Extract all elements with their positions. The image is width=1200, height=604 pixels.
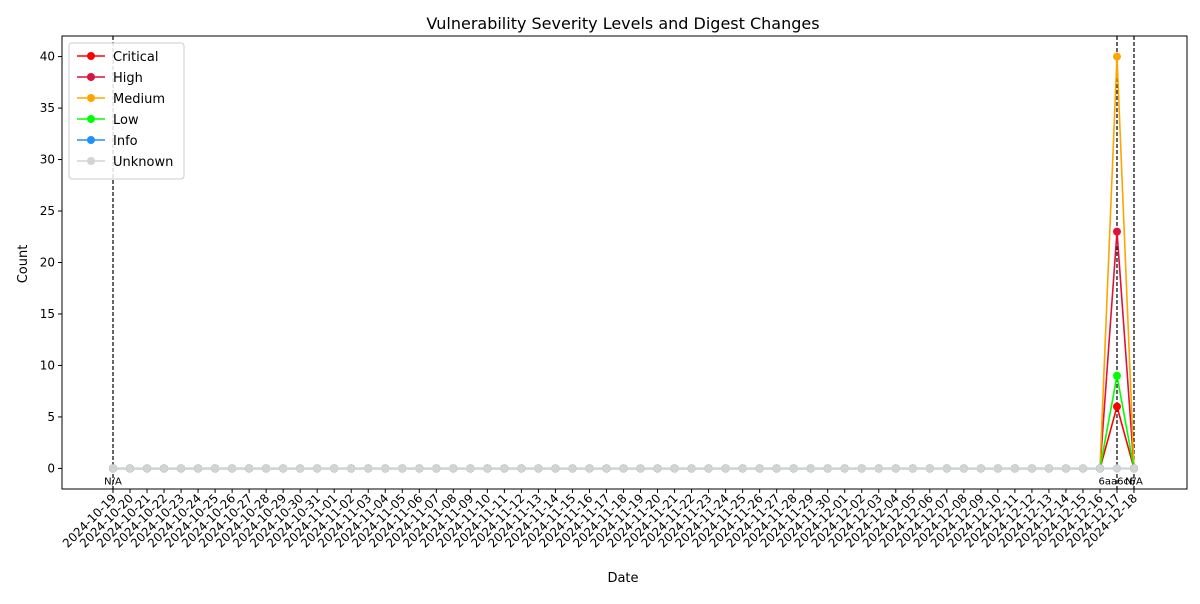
data-point-unknown [908, 464, 917, 473]
plot-area: 05101520253035402024-10-192024-10-202024… [40, 36, 1143, 550]
data-point-unknown [1095, 464, 1104, 473]
y-tick-label: 5 [47, 410, 55, 424]
data-point-unknown [313, 464, 322, 473]
data-point-unknown [891, 464, 900, 473]
y-tick-label: 15 [40, 307, 55, 321]
data-point-unknown [789, 464, 798, 473]
legend-label: Unknown [113, 155, 173, 170]
data-point-unknown [1078, 464, 1087, 473]
y-tick-label: 35 [40, 101, 55, 115]
y-tick-label: 20 [40, 256, 55, 270]
data-point-unknown [483, 464, 492, 473]
data-point-unknown [721, 464, 730, 473]
legend-marker [87, 157, 95, 165]
data-point-unknown [245, 464, 254, 473]
data-point-unknown [228, 464, 237, 473]
y-axis-label: Count [16, 245, 31, 284]
data-point-unknown [347, 464, 356, 473]
data-point-unknown [687, 464, 696, 473]
data-point-unknown [1130, 464, 1138, 473]
data-point-unknown [925, 464, 934, 473]
legend-label: Low [113, 113, 139, 128]
legend-marker [87, 52, 95, 60]
data-point-unknown [602, 464, 611, 473]
chart-title: Vulnerability Severity Levels and Digest… [426, 14, 819, 33]
plot-frame [61, 35, 1188, 490]
data-point-unknown [670, 464, 679, 473]
data-point-unknown [568, 464, 577, 473]
data-point-unknown [976, 464, 985, 473]
legend-marker [87, 73, 95, 81]
data-point-unknown [619, 464, 628, 473]
data-point-unknown [840, 464, 849, 473]
data-point-unknown [279, 464, 288, 473]
legend-label: Info [113, 134, 138, 149]
data-point-unknown [143, 464, 152, 473]
data-point-unknown [449, 464, 458, 473]
legend-marker [87, 115, 95, 123]
data-point-unknown [755, 464, 764, 473]
data-point-unknown [1027, 464, 1036, 473]
data-point-unknown [126, 464, 135, 473]
data-point-unknown [993, 464, 1002, 473]
y-tick-label: 25 [40, 204, 55, 218]
data-point-high [1112, 227, 1121, 236]
data-point-unknown [177, 464, 186, 473]
data-point-unknown [806, 464, 815, 473]
data-point-unknown [432, 464, 441, 473]
x-axis-label: Date [607, 571, 638, 586]
data-point-low [1112, 371, 1121, 380]
legend-marker [87, 94, 95, 102]
legend: Critical High Medium Low Info Unknown [68, 42, 185, 180]
data-point-unknown [942, 464, 951, 473]
data-point-unknown [738, 464, 747, 473]
data-point-medium [1112, 52, 1121, 61]
data-point-unknown [704, 464, 713, 473]
data-point-unknown [364, 464, 373, 473]
data-point-unknown [772, 464, 781, 473]
y-tick-label: 10 [40, 358, 55, 372]
data-point-unknown [1044, 464, 1053, 473]
data-point-unknown [381, 464, 390, 473]
y-tick-label: 30 [40, 153, 55, 167]
data-point-unknown [534, 464, 543, 473]
data-point-unknown [517, 464, 526, 473]
data-point-unknown [585, 464, 594, 473]
data-point-unknown [551, 464, 560, 473]
data-point-unknown [296, 464, 305, 473]
data-point-unknown [959, 464, 968, 473]
data-point-unknown [653, 464, 662, 473]
data-point-unknown [109, 464, 117, 473]
data-point-unknown [194, 464, 203, 473]
data-point-unknown [1061, 464, 1070, 473]
legend-marker [87, 136, 95, 144]
data-point-unknown [330, 464, 339, 473]
legend-label: Medium [113, 92, 165, 107]
data-point-unknown [262, 464, 271, 473]
data-point-critical [1112, 402, 1121, 411]
data-point-unknown [415, 464, 424, 473]
data-point-unknown [1112, 464, 1121, 473]
data-point-unknown [874, 464, 883, 473]
legend-label: High [113, 71, 143, 86]
data-point-unknown [1010, 464, 1019, 473]
data-point-unknown [857, 464, 866, 473]
y-tick-label: 0 [47, 461, 55, 475]
data-point-unknown [398, 464, 407, 473]
data-point-unknown [160, 464, 169, 473]
data-point-unknown [636, 464, 645, 473]
digest-change-label: N/A [104, 476, 122, 487]
data-point-unknown [466, 464, 475, 473]
digest-change-label: 6aa6c6 [1099, 476, 1136, 487]
y-tick-label: 40 [40, 50, 55, 64]
digest-change-label: N/A [1125, 476, 1143, 487]
data-point-unknown [500, 464, 509, 473]
legend-label: Critical [113, 50, 158, 65]
data-point-unknown [211, 464, 220, 473]
data-point-unknown [823, 464, 832, 473]
